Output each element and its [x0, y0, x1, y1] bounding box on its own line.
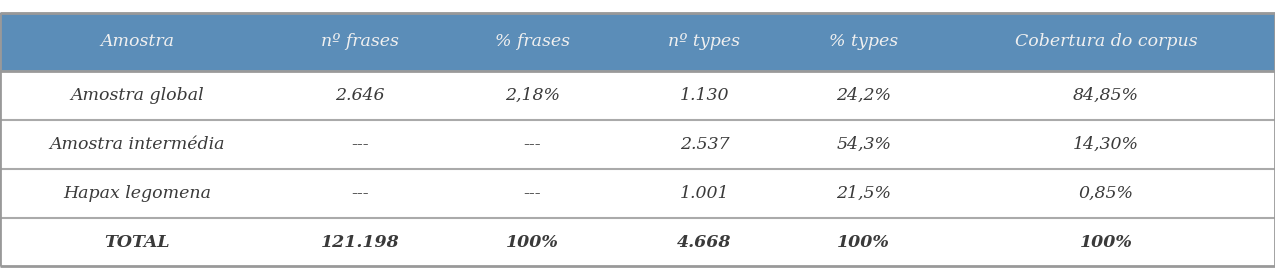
Text: % frases: % frases [495, 33, 570, 50]
Text: % types: % types [829, 33, 899, 50]
Text: 24,2%: 24,2% [836, 87, 891, 104]
Text: nº frases: nº frases [321, 33, 399, 50]
Text: 21,5%: 21,5% [836, 185, 891, 202]
Bar [0, 169, 1275, 218]
Text: Amostra global: Amostra global [70, 87, 204, 104]
Text: 121.198: 121.198 [321, 234, 399, 251]
Text: 1.001: 1.001 [680, 185, 729, 202]
Text: 100%: 100% [1080, 234, 1132, 251]
Bar [0, 71, 1275, 120]
Text: ---: --- [524, 185, 541, 202]
Text: 0,85%: 0,85% [1079, 185, 1133, 202]
Text: nº types: nº types [668, 33, 741, 50]
Text: 2.537: 2.537 [680, 136, 729, 153]
Text: ---: --- [352, 136, 368, 153]
Text: 4.668: 4.668 [677, 234, 732, 251]
Text: TOTAL: TOTAL [105, 234, 170, 251]
Text: ---: --- [352, 185, 368, 202]
Text: Amostra: Amostra [99, 33, 175, 50]
Text: 100%: 100% [506, 234, 558, 251]
Text: Cobertura do corpus: Cobertura do corpus [1015, 33, 1197, 50]
Text: 54,3%: 54,3% [836, 136, 891, 153]
Text: 2.646: 2.646 [335, 87, 385, 104]
Text: 14,30%: 14,30% [1074, 136, 1139, 153]
Text: 100%: 100% [838, 234, 890, 251]
Text: 84,85%: 84,85% [1074, 87, 1139, 104]
Text: Hapax legomena: Hapax legomena [62, 185, 212, 202]
Bar [0, 13, 1275, 71]
Bar [0, 218, 1275, 266]
Text: Amostra intermédia: Amostra intermédia [50, 136, 224, 153]
Text: 2,18%: 2,18% [505, 87, 560, 104]
Text: ---: --- [524, 136, 541, 153]
Bar [0, 120, 1275, 169]
Text: 1.130: 1.130 [680, 87, 729, 104]
